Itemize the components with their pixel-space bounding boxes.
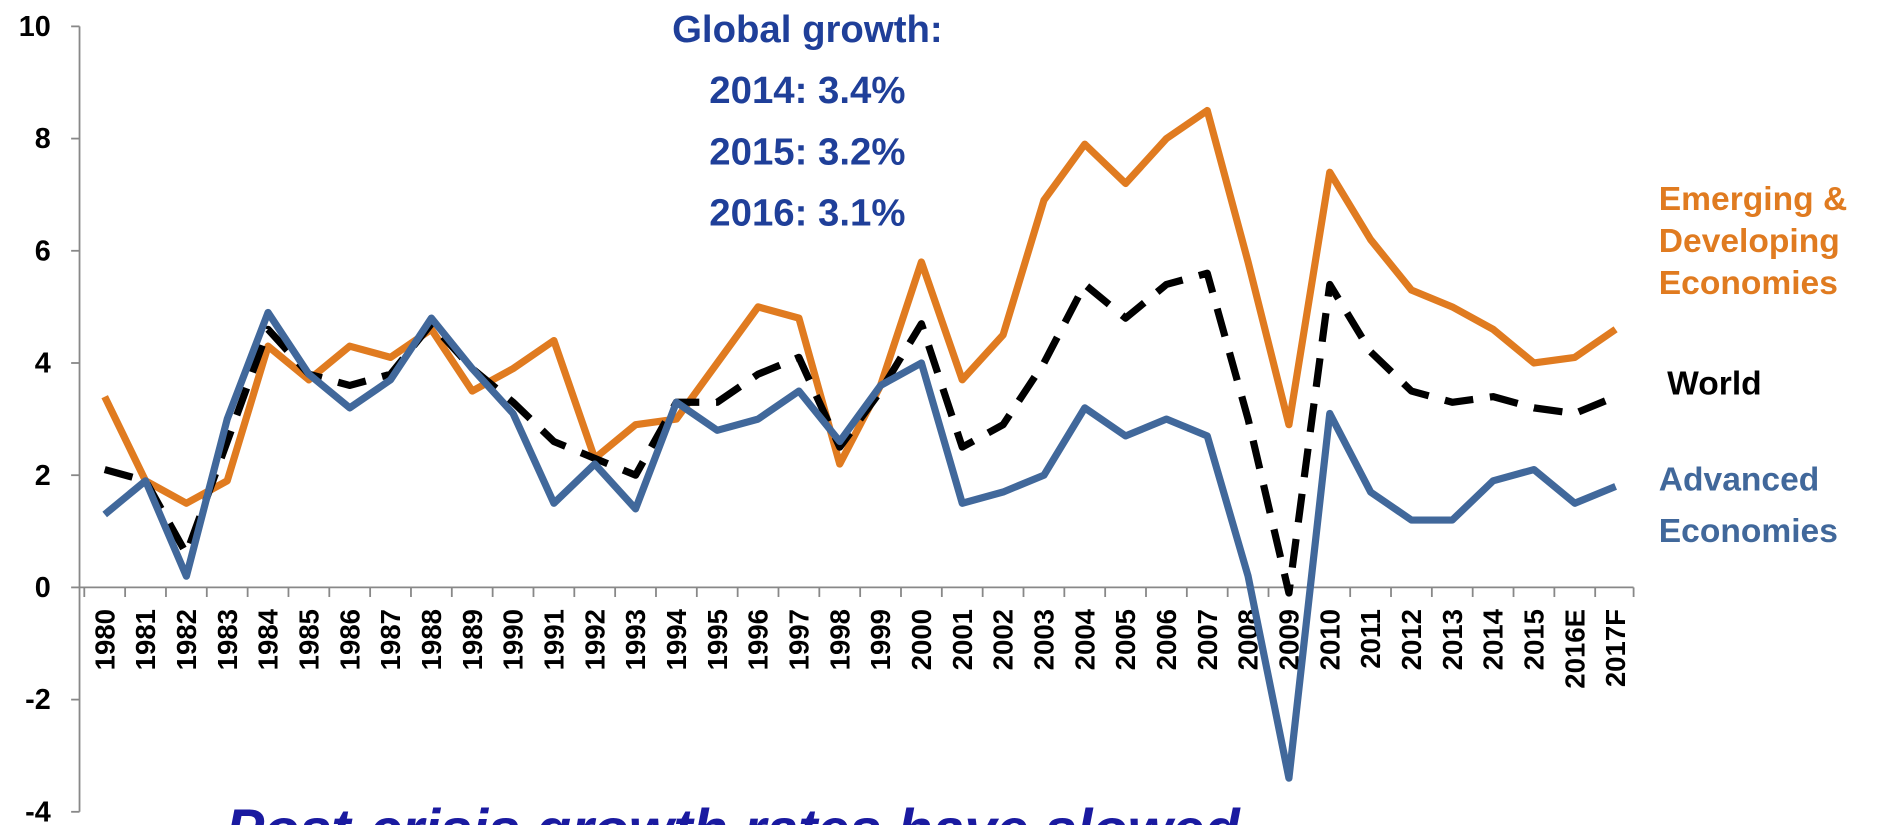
y-tick-label: 0 — [35, 572, 51, 604]
series-label-text: World — [1667, 364, 1762, 402]
x-tick-label: 1989 — [457, 609, 488, 670]
x-tick-label: 2001 — [947, 609, 978, 670]
x-tick-label: 2003 — [1029, 609, 1060, 670]
x-tick-label: 2007 — [1192, 609, 1223, 670]
series-line — [101, 106, 1618, 507]
x-tick-label: 1995 — [702, 609, 733, 670]
annotation: 2015: 3.2% — [709, 130, 905, 173]
series-line — [102, 308, 1617, 782]
x-tick-label: 1986 — [334, 609, 365, 670]
y-tick-label: 4 — [35, 348, 51, 380]
x-tick-label: 2014 — [1478, 608, 1509, 670]
x-tick-label: 2000 — [906, 609, 937, 670]
annotation: 2016: 3.1% — [709, 191, 905, 234]
series-label-text: Advanced Economies — [1658, 460, 1838, 550]
series-label: World — [1667, 364, 1762, 402]
x-tick-label: 2012 — [1396, 609, 1427, 670]
x-tick-label: 2016E — [1559, 609, 1590, 689]
x-tick-label: 1985 — [293, 609, 324, 670]
x-tick-label: 1983 — [212, 609, 243, 670]
x-tick-label: 2013 — [1437, 609, 1468, 670]
y-tick-label: 10 — [19, 11, 51, 43]
x-tick-label: 1982 — [171, 609, 202, 670]
x-tick-label: 1996 — [743, 609, 774, 670]
series-label: Advanced Economies — [1658, 460, 1838, 550]
x-tick-label: 1990 — [498, 609, 529, 670]
x-tick-label: 2017F — [1600, 609, 1631, 687]
x-tick-label: 2015 — [1519, 609, 1550, 670]
x-tick-label: 1997 — [783, 609, 814, 670]
y-tick-label: 2 — [35, 460, 51, 492]
x-tick-label: 2006 — [1151, 609, 1182, 670]
x-tick-label: 1980 — [89, 609, 120, 670]
annotation: Global growth: — [672, 8, 943, 51]
x-tick-label: 1992 — [579, 609, 610, 670]
y-tick-label: 6 — [35, 235, 51, 267]
x-tick-label: 1991 — [538, 609, 569, 670]
x-tick-label: 1999 — [865, 609, 896, 670]
x-tick-label: 1993 — [620, 609, 651, 670]
x-tick-label: 1998 — [824, 609, 855, 670]
series-label: Emerging & Developing Economies — [1658, 179, 1848, 301]
x-tick-label: 2002 — [988, 609, 1019, 670]
x-tick-label: 2011 — [1355, 609, 1386, 669]
x-tick-label: 1994 — [661, 608, 692, 670]
x-tick-label: 1988 — [416, 609, 447, 670]
x-tick-label: 2010 — [1314, 609, 1345, 670]
x-tick-label: 1984 — [253, 608, 284, 670]
x-tick-label: 1987 — [375, 609, 406, 670]
x-tick-label: 2004 — [1069, 608, 1100, 670]
x-tick-label: 2005 — [1110, 609, 1141, 670]
caption: Post-crisis growth rates have slowed — [226, 798, 1242, 825]
annotation: 2014: 3.4% — [709, 69, 905, 112]
x-tick-label: 1981 — [130, 609, 161, 670]
series-line — [103, 269, 1617, 597]
y-tick-label: 8 — [35, 123, 51, 155]
series-label-text: Emerging & Developing Economies — [1658, 179, 1848, 301]
y-tick-label: -2 — [25, 684, 51, 716]
y-tick-label: -4 — [25, 796, 51, 825]
